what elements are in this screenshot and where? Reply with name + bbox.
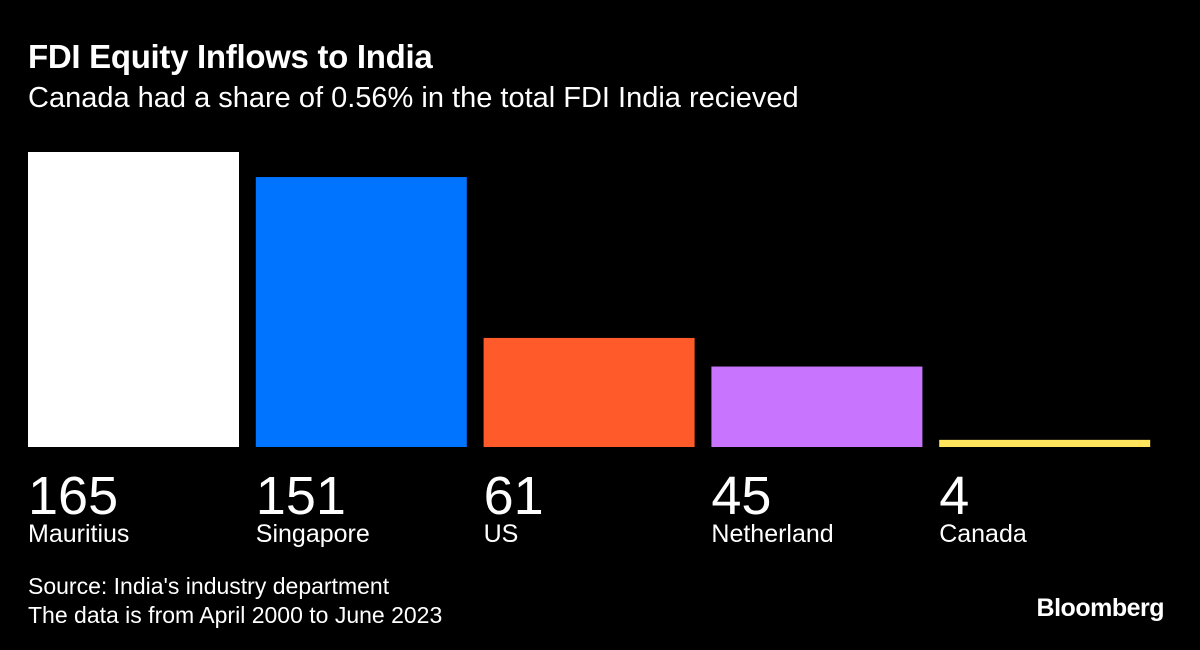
bloomberg-logo: Bloomberg: [1036, 594, 1165, 622]
category-label: US: [484, 520, 519, 548]
chart-subtitle: Canada had a share of 0.56% in the total…: [28, 82, 799, 114]
value-label: 4: [939, 466, 969, 526]
bar-singapore: [255, 177, 467, 447]
category-label: Singapore: [256, 520, 370, 548]
chart-title: FDI Equity Inflows to India: [28, 38, 433, 75]
bar-mauritius: [28, 152, 239, 447]
source-text: Source: India's industry department: [28, 573, 390, 599]
bar-canada: [939, 439, 1151, 447]
value-label: 61: [484, 466, 544, 526]
bar-netherland: [711, 366, 923, 447]
category-label: Canada: [939, 520, 1027, 548]
category-label: Netherland: [711, 520, 833, 548]
value-label: 45: [711, 466, 771, 526]
bar-us: [483, 337, 695, 447]
category-label: Mauritius: [28, 520, 129, 548]
value-label: 165: [28, 466, 118, 526]
source-note: Source: India's industry department The …: [28, 572, 442, 630]
value-label: 151: [256, 466, 346, 526]
date-range-note: The data is from April 2000 to June 2023: [28, 602, 443, 628]
